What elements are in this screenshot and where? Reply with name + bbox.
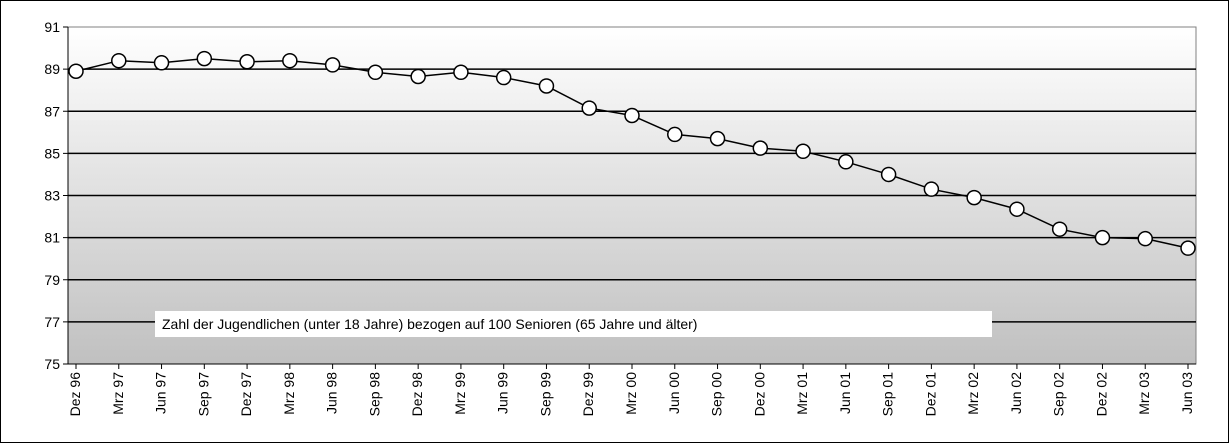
x-tick-label: Sep 99 [537, 372, 553, 417]
point [68, 63, 84, 79]
x-tick-label: Dez 99 [580, 372, 596, 417]
x-tick-label: Dez 97 [238, 372, 254, 417]
point [239, 54, 255, 70]
point [966, 189, 982, 206]
point [111, 52, 127, 69]
x-tick-label: Dez 96 [67, 372, 83, 417]
point [282, 52, 298, 69]
x-tick-label: Sep 01 [880, 372, 896, 417]
y-tick-label: 75 [44, 356, 60, 372]
point [709, 130, 726, 147]
x-tick-label: Dez 01 [922, 372, 938, 417]
point [838, 154, 854, 170]
point [495, 69, 512, 86]
point [1137, 230, 1153, 247]
y-tick-label: 83 [44, 188, 60, 204]
x-tick-label: Mrz 03 [1136, 372, 1152, 415]
x-tick-label: Mrz 97 [110, 372, 126, 415]
x-tick-label: Mrz 00 [623, 372, 639, 415]
x-tick-label: Dez 00 [751, 372, 767, 417]
point [324, 57, 341, 73]
point [880, 166, 897, 183]
x-tick-label: Mrz 01 [794, 372, 810, 415]
point [624, 107, 640, 124]
point [1051, 221, 1068, 237]
point [367, 64, 384, 81]
y-tick-label: 77 [44, 314, 60, 330]
x-tick-label: Sep 97 [195, 372, 211, 417]
x-tick-label: Jun 01 [837, 372, 853, 414]
x-tick-label: Dez 02 [1093, 372, 1109, 417]
x-tick-label: Sep 02 [1051, 372, 1067, 417]
point [1180, 240, 1196, 256]
x-tick-label: Sep 98 [366, 372, 382, 417]
y-tick-label: 81 [44, 230, 60, 246]
x-tick-label: Dez 98 [409, 372, 425, 417]
point [538, 78, 555, 94]
x-tick-label: Jun 03 [1179, 372, 1195, 414]
y-tick-label: 89 [44, 61, 60, 77]
x-tick-label: Jun 00 [666, 372, 682, 414]
point [153, 55, 170, 71]
point [196, 50, 213, 67]
x-tick-label: Mrz 02 [965, 372, 981, 415]
x-tick-label: Jun 02 [1008, 372, 1024, 414]
point [752, 140, 769, 156]
point [667, 126, 683, 143]
annotation: Zahl der Jugendlichen (unter 18 Jahre) b… [162, 316, 697, 332]
x-tick-label: Jun 98 [324, 372, 340, 414]
x-tick-label: Jun 99 [495, 372, 511, 414]
point [923, 181, 940, 197]
x-tick-label: Jun 97 [153, 372, 169, 414]
x-tick-label: Mrz 98 [281, 372, 297, 415]
y-tick-label: 85 [44, 145, 60, 161]
point [453, 64, 469, 81]
y-tick-label: 79 [44, 272, 60, 288]
y-tick-label: 91 [44, 19, 60, 35]
y-tick-label: 87 [44, 103, 60, 119]
point [581, 100, 597, 116]
x-tick-label: Mrz 99 [452, 372, 468, 415]
x-tick-label: Sep 00 [709, 372, 725, 417]
point [795, 143, 811, 160]
annotation-box [155, 311, 992, 337]
point [410, 68, 426, 85]
point [1009, 201, 1025, 217]
point [1094, 229, 1111, 246]
